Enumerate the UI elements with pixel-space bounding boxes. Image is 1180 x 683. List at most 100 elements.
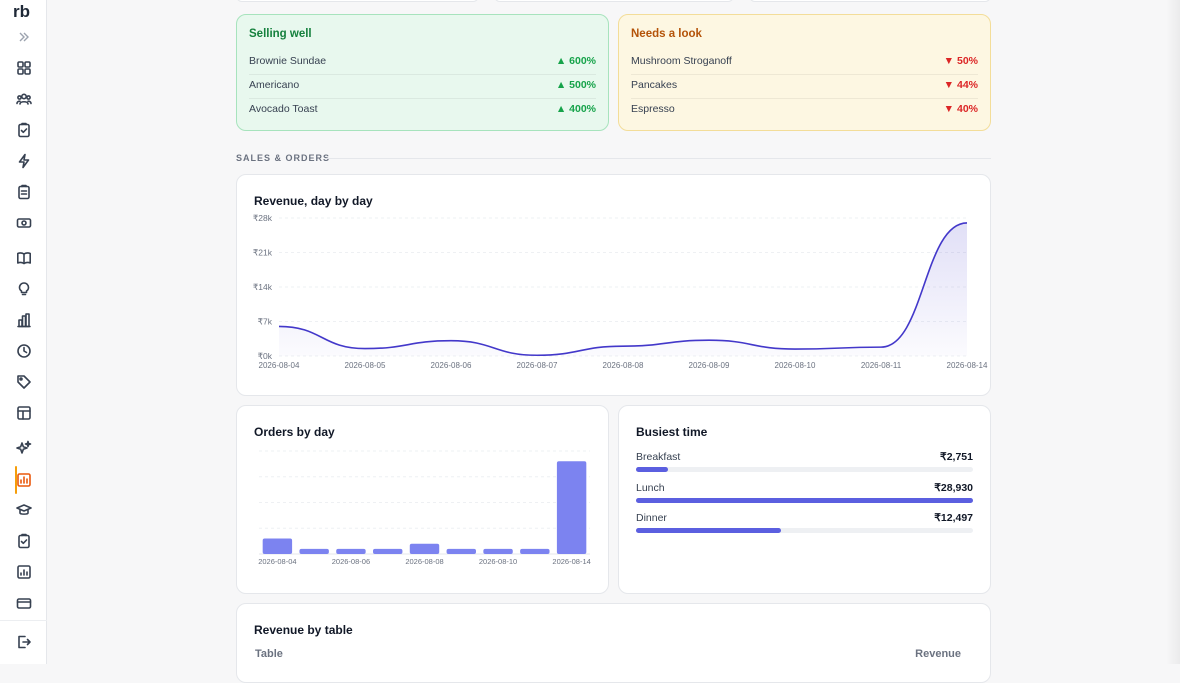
- card-title: Revenue by table: [254, 623, 353, 637]
- progress-fill: [636, 528, 781, 533]
- item-name: Espresso: [631, 103, 675, 115]
- graduation-cap-icon[interactable]: [14, 500, 34, 520]
- chart-square-icon[interactable]: [14, 562, 34, 582]
- orders-chart-card: Orders by day 2026-08-04 2026-08-06 2026-0…: [236, 405, 609, 594]
- reports-icon[interactable]: [14, 470, 34, 490]
- busiest-row-dinner: Dinner ₹12,497: [636, 512, 973, 542]
- item-change: ▼ 40%: [943, 103, 978, 115]
- revenue-line: [278, 222, 968, 357]
- list-item: Pancakes ▼ 44%: [631, 75, 978, 99]
- bar-building-icon[interactable]: [14, 310, 34, 330]
- sparkles-icon[interactable]: [14, 438, 34, 458]
- list-item: Americano ▲ 500%: [249, 75, 596, 99]
- progress-track: [636, 528, 973, 533]
- period-value: ₹28,930: [934, 482, 973, 494]
- book-icon[interactable]: [14, 248, 34, 268]
- brand-logo[interactable]: rb: [13, 2, 35, 20]
- clipboard-check-icon[interactable]: [14, 120, 34, 140]
- item-change: ▼ 50%: [943, 55, 978, 67]
- x-tick-label: 2026-08-09: [689, 361, 730, 370]
- card-title: Busiest time: [636, 425, 708, 439]
- x-tick-label: 2026-08-11: [861, 361, 902, 370]
- wallet-icon[interactable]: [14, 593, 34, 613]
- revenue-chart-card: Revenue, day by day ₹28k ₹21k ₹14k ₹7k ₹0k 20…: [236, 174, 991, 396]
- period-label: Dinner: [636, 512, 667, 524]
- users-icon[interactable]: [14, 89, 34, 109]
- layout-icon[interactable]: [14, 403, 34, 423]
- expand-sidebar-icon[interactable]: [17, 30, 31, 44]
- logout-icon[interactable]: [14, 632, 34, 652]
- progress-fill: [636, 498, 973, 503]
- busiest-row-breakfast: Breakfast ₹2,751: [636, 451, 973, 481]
- period-value: ₹12,497: [934, 512, 973, 524]
- orders-bar: [262, 538, 293, 554]
- period-label: Breakfast: [636, 451, 681, 463]
- selling-well-card: Selling well Brownie Sundae ▲ 600% Ameri…: [236, 14, 609, 131]
- busiest-row-lunch: Lunch ₹28,930: [636, 482, 973, 512]
- sidebar: rb: [0, 0, 47, 664]
- item-change: ▼ 44%: [943, 79, 978, 91]
- dashboard-grid-icon[interactable]: [14, 58, 34, 78]
- item-name: Americano: [249, 79, 300, 91]
- svg-text:rb: rb: [13, 2, 30, 20]
- column-header-revenue[interactable]: Revenue: [915, 648, 961, 660]
- revenue-area: [279, 222, 967, 356]
- period-label: Lunch: [636, 482, 665, 494]
- task-check-icon[interactable]: [14, 531, 34, 551]
- clipboard-list-icon[interactable]: [14, 182, 34, 202]
- x-tick-label: 2026-08-14: [552, 557, 590, 566]
- item-name: Brownie Sundae: [249, 55, 327, 67]
- x-tick-label: 2026-08-06: [332, 557, 370, 566]
- orders-bar: [520, 548, 550, 554]
- selling-well-title: Selling well: [249, 28, 312, 40]
- revenue-by-table-card: Revenue by table Table Revenue: [236, 603, 991, 683]
- y-tick-label: ₹28k: [253, 213, 273, 223]
- kpi-card-stub: [749, 0, 991, 2]
- section-label: SALES & ORDERS: [236, 153, 331, 163]
- orders-bar: [409, 543, 440, 554]
- x-tick-label: 2026-08-10: [479, 557, 517, 566]
- x-tick-label: 2026-08-07: [517, 361, 558, 370]
- list-item: Avocado Toast ▲ 400%: [249, 99, 596, 123]
- x-tick-label: 2026-08-08: [603, 361, 644, 370]
- x-tick-label: 2026-08-14: [947, 361, 988, 370]
- y-tick-label: ₹21k: [253, 248, 273, 258]
- x-tick-label: 2026-08-04: [259, 361, 300, 370]
- x-tick-label: 2026-08-04: [258, 557, 296, 566]
- tag-icon[interactable]: [14, 372, 34, 392]
- main-content: Selling well Brownie Sundae ▲ 600% Ameri…: [47, 0, 1180, 683]
- item-name: Avocado Toast: [249, 103, 318, 115]
- active-nav-indicator: [15, 466, 17, 494]
- progress-fill: [636, 467, 668, 472]
- y-tick-label: ₹0k: [258, 351, 273, 361]
- cash-icon[interactable]: [14, 213, 34, 233]
- x-tick-label: 2026-08-06: [431, 361, 472, 370]
- card-title: Revenue, day by day: [254, 194, 373, 208]
- kpi-card-stub: [494, 0, 734, 2]
- card-title: Orders by day: [254, 425, 335, 439]
- orders-bar: [299, 548, 329, 554]
- list-item: Mushroom Stroganoff ▼ 50%: [631, 51, 978, 75]
- x-tick-label: 2026-08-10: [775, 361, 816, 370]
- scroll-edge-shadow: [1166, 0, 1180, 664]
- item-change: ▲ 600%: [555, 55, 596, 67]
- period-value: ₹2,751: [940, 451, 973, 463]
- item-change: ▲ 400%: [555, 103, 596, 115]
- needs-look-card: Needs a look Mushroom Stroganoff ▼ 50% P…: [618, 14, 991, 131]
- item-name: Mushroom Stroganoff: [631, 55, 732, 67]
- item-name: Pancakes: [631, 79, 678, 91]
- bulb-icon[interactable]: [14, 279, 34, 299]
- orders-bar: [483, 548, 513, 554]
- needs-look-title: Needs a look: [631, 28, 702, 40]
- clock-icon[interactable]: [14, 341, 34, 361]
- section-divider: [325, 158, 991, 159]
- orders-bar: [336, 548, 366, 554]
- orders-bar: [373, 548, 403, 554]
- progress-track: [636, 467, 973, 472]
- column-header-table[interactable]: Table: [255, 648, 283, 660]
- kpi-card-stub: [236, 0, 479, 2]
- y-tick-label: ₹7k: [258, 317, 273, 327]
- lightning-icon[interactable]: [14, 151, 34, 171]
- sidebar-divider: [0, 620, 47, 621]
